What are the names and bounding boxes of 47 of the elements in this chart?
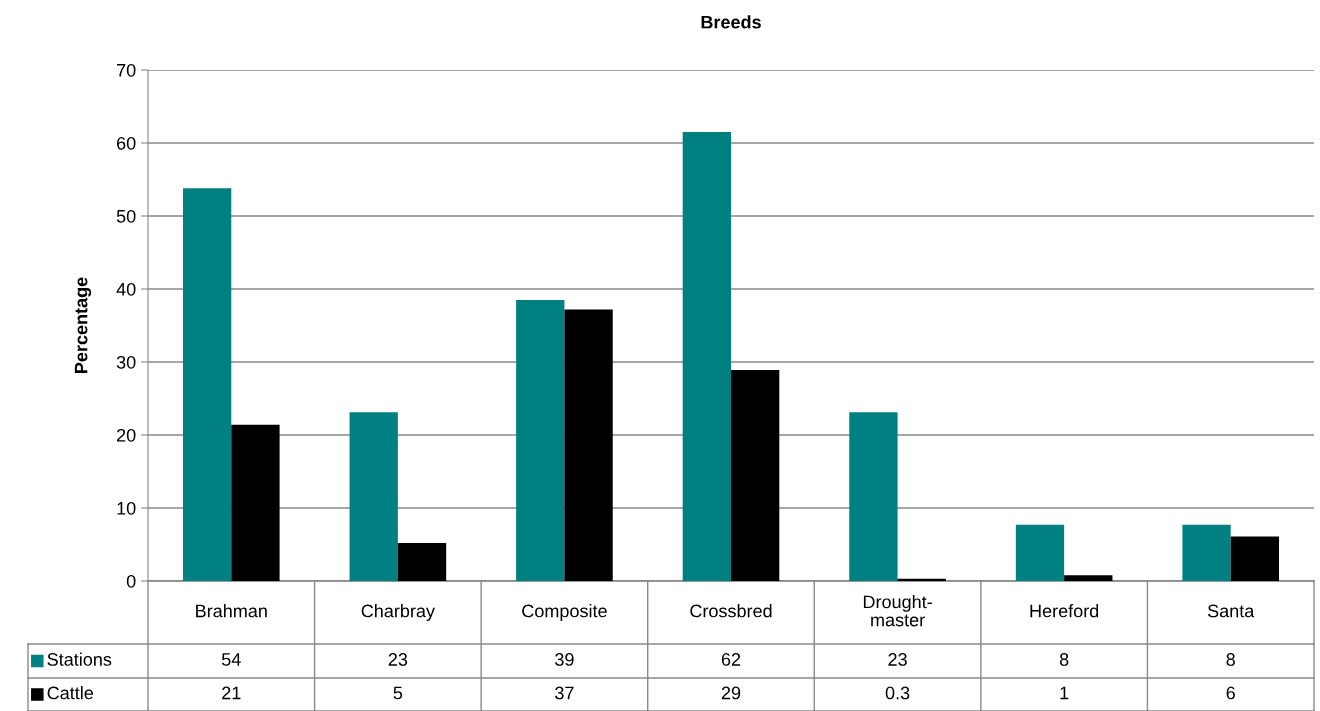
data-label: 0.3: [885, 686, 910, 700]
y-tick-label: 10: [117, 501, 136, 515]
legend-label: Cattle: [47, 686, 94, 700]
data-label: 1: [1060, 686, 1069, 700]
data-label: 62: [721, 653, 741, 666]
bar: [849, 412, 898, 581]
data-label: 37: [555, 686, 574, 700]
x-tick-label: Composite: [522, 604, 607, 621]
x-tick-label: Hereford: [1030, 604, 1099, 618]
bar: [682, 132, 731, 581]
x-tick-label: Drought- master: [863, 595, 932, 627]
y-tick-label: 40: [116, 282, 136, 296]
bar: [231, 424, 280, 581]
bar: [1182, 524, 1231, 581]
x-tick-label: Crossbred: [690, 604, 772, 618]
x-tick-label: Brahman: [196, 604, 267, 618]
data-label: 21: [222, 686, 241, 700]
data-label: 39: [555, 653, 574, 666]
data-label: 54: [221, 653, 241, 666]
y-tick-label: 0: [126, 574, 136, 588]
bar: [397, 543, 447, 581]
data-label: 5: [393, 686, 403, 700]
y-tick-label: 70: [117, 63, 136, 77]
data-label: 8: [1226, 653, 1235, 666]
y-tick-label: 20: [117, 428, 136, 442]
bar: [1015, 524, 1065, 581]
bar: [1230, 536, 1280, 581]
legend-label: Stations: [47, 652, 112, 666]
bar: [182, 188, 232, 581]
y-axis-title: Percentage: [74, 277, 92, 373]
y-tick-label: 50: [116, 209, 136, 223]
bar: [516, 299, 565, 581]
data-label: 8: [1059, 653, 1069, 666]
data-label: 23: [388, 653, 408, 666]
bar: [897, 578, 946, 581]
data-label: 23: [888, 653, 907, 666]
bar: [564, 309, 613, 581]
bar: [731, 370, 780, 581]
bar: [1064, 575, 1113, 581]
y-tick-label: 60: [117, 136, 136, 150]
y-tick-label: 30: [116, 355, 136, 369]
x-tick-label: Charbray: [361, 604, 435, 621]
data-label: 29: [721, 686, 741, 700]
data-label: 6: [1226, 686, 1235, 700]
bar: [349, 412, 398, 581]
x-tick-label: Santa: [1207, 604, 1255, 618]
chart-title: Breeds: [701, 15, 761, 29]
